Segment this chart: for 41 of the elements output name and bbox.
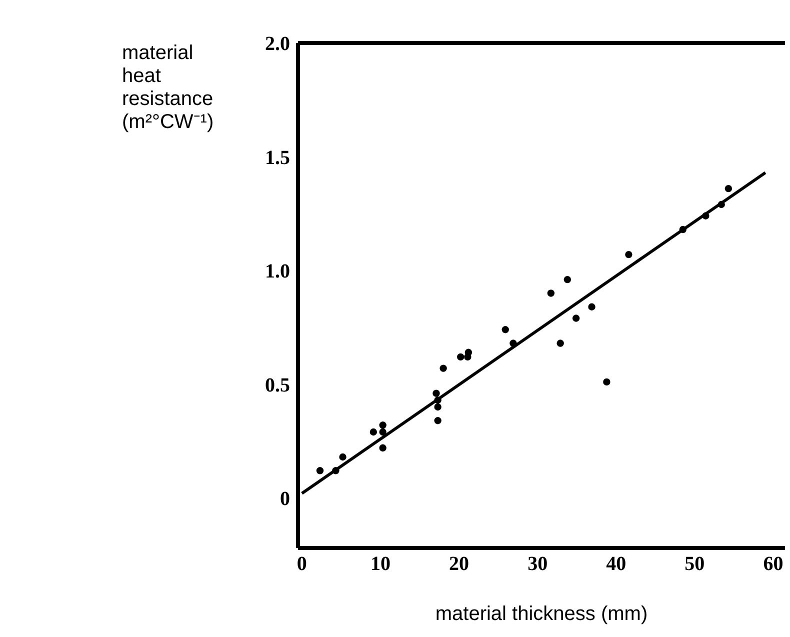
point <box>625 250 632 258</box>
point <box>718 200 725 208</box>
point <box>502 326 509 334</box>
x-tick-label: 60 <box>763 553 784 576</box>
point <box>434 417 442 424</box>
point <box>432 390 440 397</box>
x-tick-label: 50 <box>684 553 705 576</box>
point <box>379 422 386 429</box>
y-axis-title: material heat resistance (m²°CW⁻¹) <box>122 42 214 134</box>
point <box>456 353 464 361</box>
x-tick-label: 40 <box>606 553 626 576</box>
point <box>588 303 596 310</box>
point <box>556 340 564 347</box>
point <box>332 467 340 474</box>
point <box>572 314 580 322</box>
point <box>547 290 555 297</box>
y-tick-label: 0 <box>280 488 290 510</box>
point <box>702 212 710 220</box>
x-tick-label: 10 <box>370 553 390 576</box>
point <box>440 364 447 372</box>
point <box>370 428 378 436</box>
point <box>316 467 324 474</box>
point <box>379 428 386 436</box>
point <box>434 396 442 404</box>
y-tick-label: 2.0 <box>265 33 290 56</box>
x-tick-label: 0 <box>296 553 307 576</box>
point <box>464 353 472 361</box>
y-tick-label: 1.5 <box>265 146 290 169</box>
x-axis-title: material thickness (mm) <box>435 603 648 625</box>
y-tick-label: 0.5 <box>265 374 290 396</box>
point <box>603 378 610 386</box>
x-tick-label: 30 <box>528 553 548 576</box>
point <box>679 226 686 234</box>
point <box>564 276 572 284</box>
point <box>379 444 386 452</box>
point <box>339 453 346 461</box>
point <box>510 340 517 347</box>
point <box>724 184 732 192</box>
x-tick-label: 20 <box>449 553 470 576</box>
point <box>434 403 442 411</box>
y-tick-label: 1.0 <box>265 260 290 283</box>
